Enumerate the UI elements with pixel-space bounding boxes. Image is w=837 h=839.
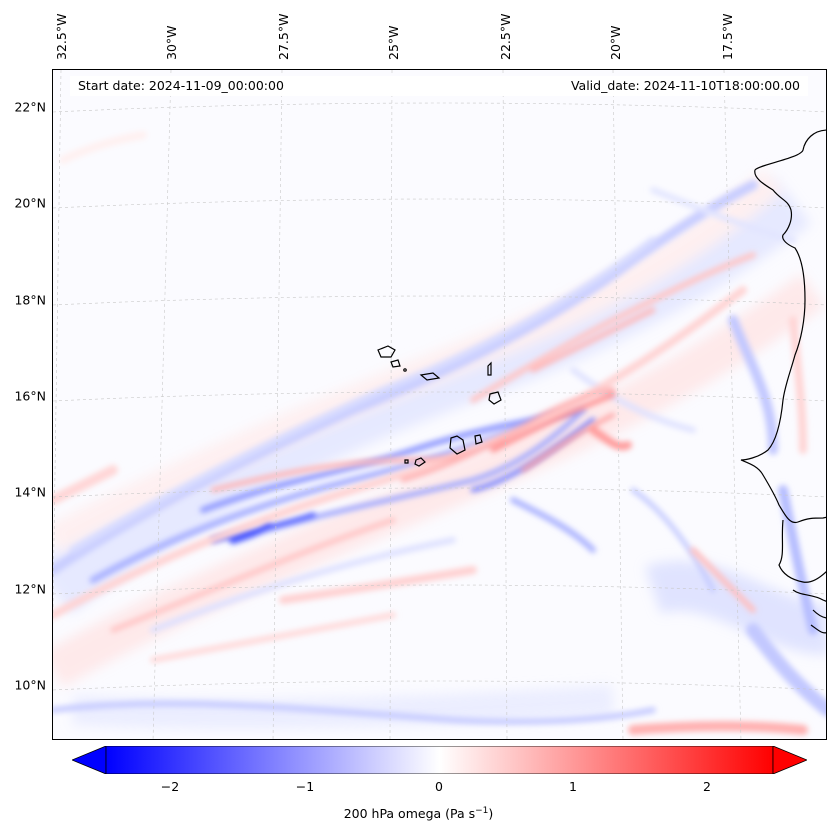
lon-label-30w: 30°W [164, 25, 179, 60]
lon-label-22-5w: 22.5°W [498, 13, 513, 60]
lon-label-17-5w: 17.5°W [720, 13, 735, 60]
colorbar-title-exponent: −1 [475, 806, 489, 816]
date-banner: Start date: 2024-11-09_00:00:00 Valid_da… [70, 76, 808, 96]
omega-ascent-filaments [53, 180, 826, 725]
lat-label-20n: 20°N [14, 195, 46, 211]
african-coastline [740, 129, 826, 634]
lat-label-18n: 18°N [14, 292, 46, 308]
lon-label-25w: 25°W [386, 25, 401, 60]
colorbar-title-main: 200 hPa omega (Pa s [343, 806, 476, 822]
colorbar-tick-label: 2 [703, 779, 711, 794]
lon-label-20w: 20°W [608, 25, 623, 60]
omega-field-map [53, 70, 826, 739]
colorbar-tick-label: −2 [160, 779, 180, 794]
map-panel [52, 69, 827, 740]
colorbar-title: 200 hPa omega (Pa s−1) [0, 806, 837, 821]
lat-label-16n: 16°N [14, 388, 46, 404]
lon-label-32-5w: 32.5°W [54, 13, 69, 60]
colorbar-tick-label: 0 [435, 779, 443, 794]
graticule [53, 70, 826, 739]
colorbar-graphic [70, 745, 809, 778]
lon-label-27-5w: 27.5°W [276, 13, 291, 60]
cape-verde-islands [377, 345, 502, 467]
colorbar [70, 745, 809, 778]
colorbar-tick-label: −1 [295, 779, 315, 794]
lat-label-22n: 22°N [14, 99, 46, 115]
colorbar-tick-label: 1 [569, 779, 577, 794]
lat-label-14n: 14°N [14, 484, 46, 500]
valid-date-text: Valid_date: 2024-11-10T18:00:00.00 [570, 78, 800, 93]
lat-label-12n: 12°N [14, 581, 46, 597]
colorbar-title-end: ) [488, 806, 494, 822]
omega-descent-filaments [53, 131, 808, 735]
lat-label-10n: 10°N [14, 677, 46, 693]
start-date-text: Start date: 2024-11-09_00:00:00 [78, 78, 284, 93]
